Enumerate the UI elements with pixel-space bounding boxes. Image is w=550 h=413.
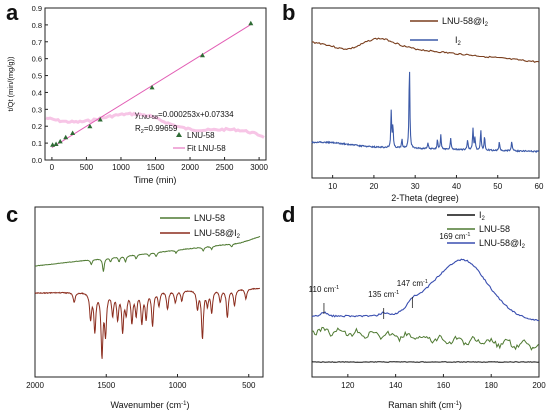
plot-frame-d <box>311 206 540 378</box>
legend-a: LNU-58 Fit LNU-58 <box>173 131 226 153</box>
x-axis-label-d: Raman shift (cm-1) <box>388 400 462 410</box>
x-tick-label: 500 <box>80 163 94 172</box>
data-point <box>53 141 59 146</box>
legend-c: LNU-58 LNU-58@I2 <box>160 213 241 240</box>
legend-marker-lnu-58 <box>176 132 182 137</box>
y-tick-label: 0.1 <box>32 139 42 148</box>
x-tick-label: 120 <box>341 381 355 390</box>
x-axis-label-b: 2-Theta (degree) <box>391 193 459 203</box>
x-tick-label: 2000 <box>26 381 44 390</box>
y-tick-label: 0.2 <box>32 122 42 131</box>
data-point <box>70 130 76 135</box>
panel-label-b: b <box>282 0 295 25</box>
y-tick-label: 0.5 <box>32 72 42 81</box>
series-line-lnu-58-ir <box>34 236 261 272</box>
legend-label-lnu-58-i2: LNU-58@I2 <box>442 16 489 28</box>
x-tick-label: 40 <box>452 182 461 191</box>
x-axis-label-a: Time (min) <box>134 175 177 185</box>
plot-frame-c <box>34 206 264 378</box>
panel-label-d: d <box>282 202 295 227</box>
x-tick-label: 10 <box>328 182 337 191</box>
x-tick-label: 200 <box>532 381 546 390</box>
raman-annotations: 110 cm-1 135 cm-1 147 cm-1 169 cm-1 <box>309 232 470 319</box>
panel-d: d 120 140 160 180 200 110 cm-1 135 cm-1 147 cm… <box>282 202 546 410</box>
legend-label-i2: I2 <box>455 35 462 47</box>
x-tick-label: 60 <box>535 182 544 191</box>
legend-b: LNU-58@I2 I2 <box>410 16 489 47</box>
x-ticks-b: 10 20 30 40 50 60 <box>328 175 544 191</box>
x-tick-label: 500 <box>242 381 256 390</box>
x-tick-label: 20 <box>369 182 378 191</box>
data-point <box>97 116 103 122</box>
legend-d: I2 LNU-58 LNU-58@I2 <box>447 210 526 250</box>
x-tick-label: 2000 <box>181 163 199 172</box>
x-tick-label: 1500 <box>97 381 115 390</box>
data-point <box>248 20 254 26</box>
x-tick-label: 3000 <box>250 163 268 172</box>
legend-label-fit: Fit LNU-58 <box>187 144 226 153</box>
series-line-d-lnu-58-i2 <box>311 258 540 322</box>
annotation-label: 135 cm-1 <box>368 290 399 299</box>
data-point <box>87 123 93 129</box>
annotation-label: 169 cm-1 <box>439 232 470 241</box>
y-tick-label: 0.7 <box>32 38 42 47</box>
x-tick-label: 140 <box>389 381 403 390</box>
series-line-i2 <box>311 71 540 154</box>
x-tick-label: 0 <box>50 163 55 172</box>
panel-label-c: c <box>6 202 18 227</box>
x-tick-label: 1000 <box>112 163 130 172</box>
series-line-lnu-58-i2-ir <box>34 287 260 359</box>
x-axis-label-c: Wavenumber (cm-1) <box>110 400 189 410</box>
panel-label-a: a <box>6 0 19 25</box>
annotation-label: 110 cm-1 <box>309 285 340 294</box>
x-ticks-c: 2000 1500 1000 500 <box>26 374 256 390</box>
y-tick-label: 0.0 <box>32 156 42 165</box>
y-tick-label: 0.3 <box>32 105 42 114</box>
y-tick-label: 0.4 <box>32 88 42 97</box>
panel-a: a 0.0 0.1 0.2 0.3 0.4 0.5 0.6 0.7 0.8 0.9 0 500 100… <box>6 0 269 185</box>
legend-label-d-lnu-58: LNU-58 <box>479 224 510 234</box>
annotation-label: 147 cm-1 <box>397 279 428 288</box>
equation-text: yLNU-58=0.000253x+0.07334 <box>135 110 234 121</box>
x-tick-label: 30 <box>411 182 420 191</box>
y-tick-label: 0.6 <box>32 55 42 64</box>
plot-frame-b <box>311 7 540 179</box>
x-tick-label: 180 <box>485 381 499 390</box>
x-tick-label: 50 <box>493 182 502 191</box>
data-point <box>63 134 69 140</box>
data-point <box>57 138 63 144</box>
panel-b: b 10 20 30 40 50 60 2-Theta (degree) LNU-58@I… <box>282 0 544 203</box>
points-lnu-58 <box>50 20 254 147</box>
watermark-a <box>45 111 265 139</box>
x-ticks-a: 0 500 1000 1500 2000 2500 3000 <box>50 157 269 172</box>
series-line-lnu-58-i2 <box>312 37 539 63</box>
x-tick-label: 1000 <box>169 381 187 390</box>
x-tick-label: 1500 <box>147 163 165 172</box>
legend-label-c-lnu-58-i2: LNU-58@I2 <box>194 228 241 240</box>
legend-label-d-i2: I2 <box>479 210 486 222</box>
x-tick-label: 2500 <box>216 163 234 172</box>
watermark-curve <box>45 111 265 139</box>
legend-label-lnu-58: LNU-58 <box>187 131 215 140</box>
data-point <box>149 84 155 90</box>
x-ticks-d: 120 140 160 180 200 <box>341 374 546 390</box>
series-line-d-lnu-58 <box>311 326 539 351</box>
y-axis-label-a: t/Qt (min/(mg/g)) <box>6 56 15 112</box>
y-ticks-a: 0.0 0.1 0.2 0.3 0.4 0.5 0.6 0.7 0.8 0.9 <box>32 4 48 165</box>
y-tick-label: 0.9 <box>32 4 42 13</box>
panel-c: c 2000 1500 1000 500 Wavenumber (cm-1) LNU-… <box>6 202 264 410</box>
r2-text: R2=0.99659 <box>135 124 178 135</box>
data-point <box>199 52 205 58</box>
y-tick-label: 0.8 <box>32 21 42 30</box>
legend-label-d-lnu-58-i2: LNU-58@I2 <box>479 238 526 250</box>
x-tick-label: 160 <box>437 381 451 390</box>
legend-label-c-lnu-58: LNU-58 <box>194 213 225 223</box>
